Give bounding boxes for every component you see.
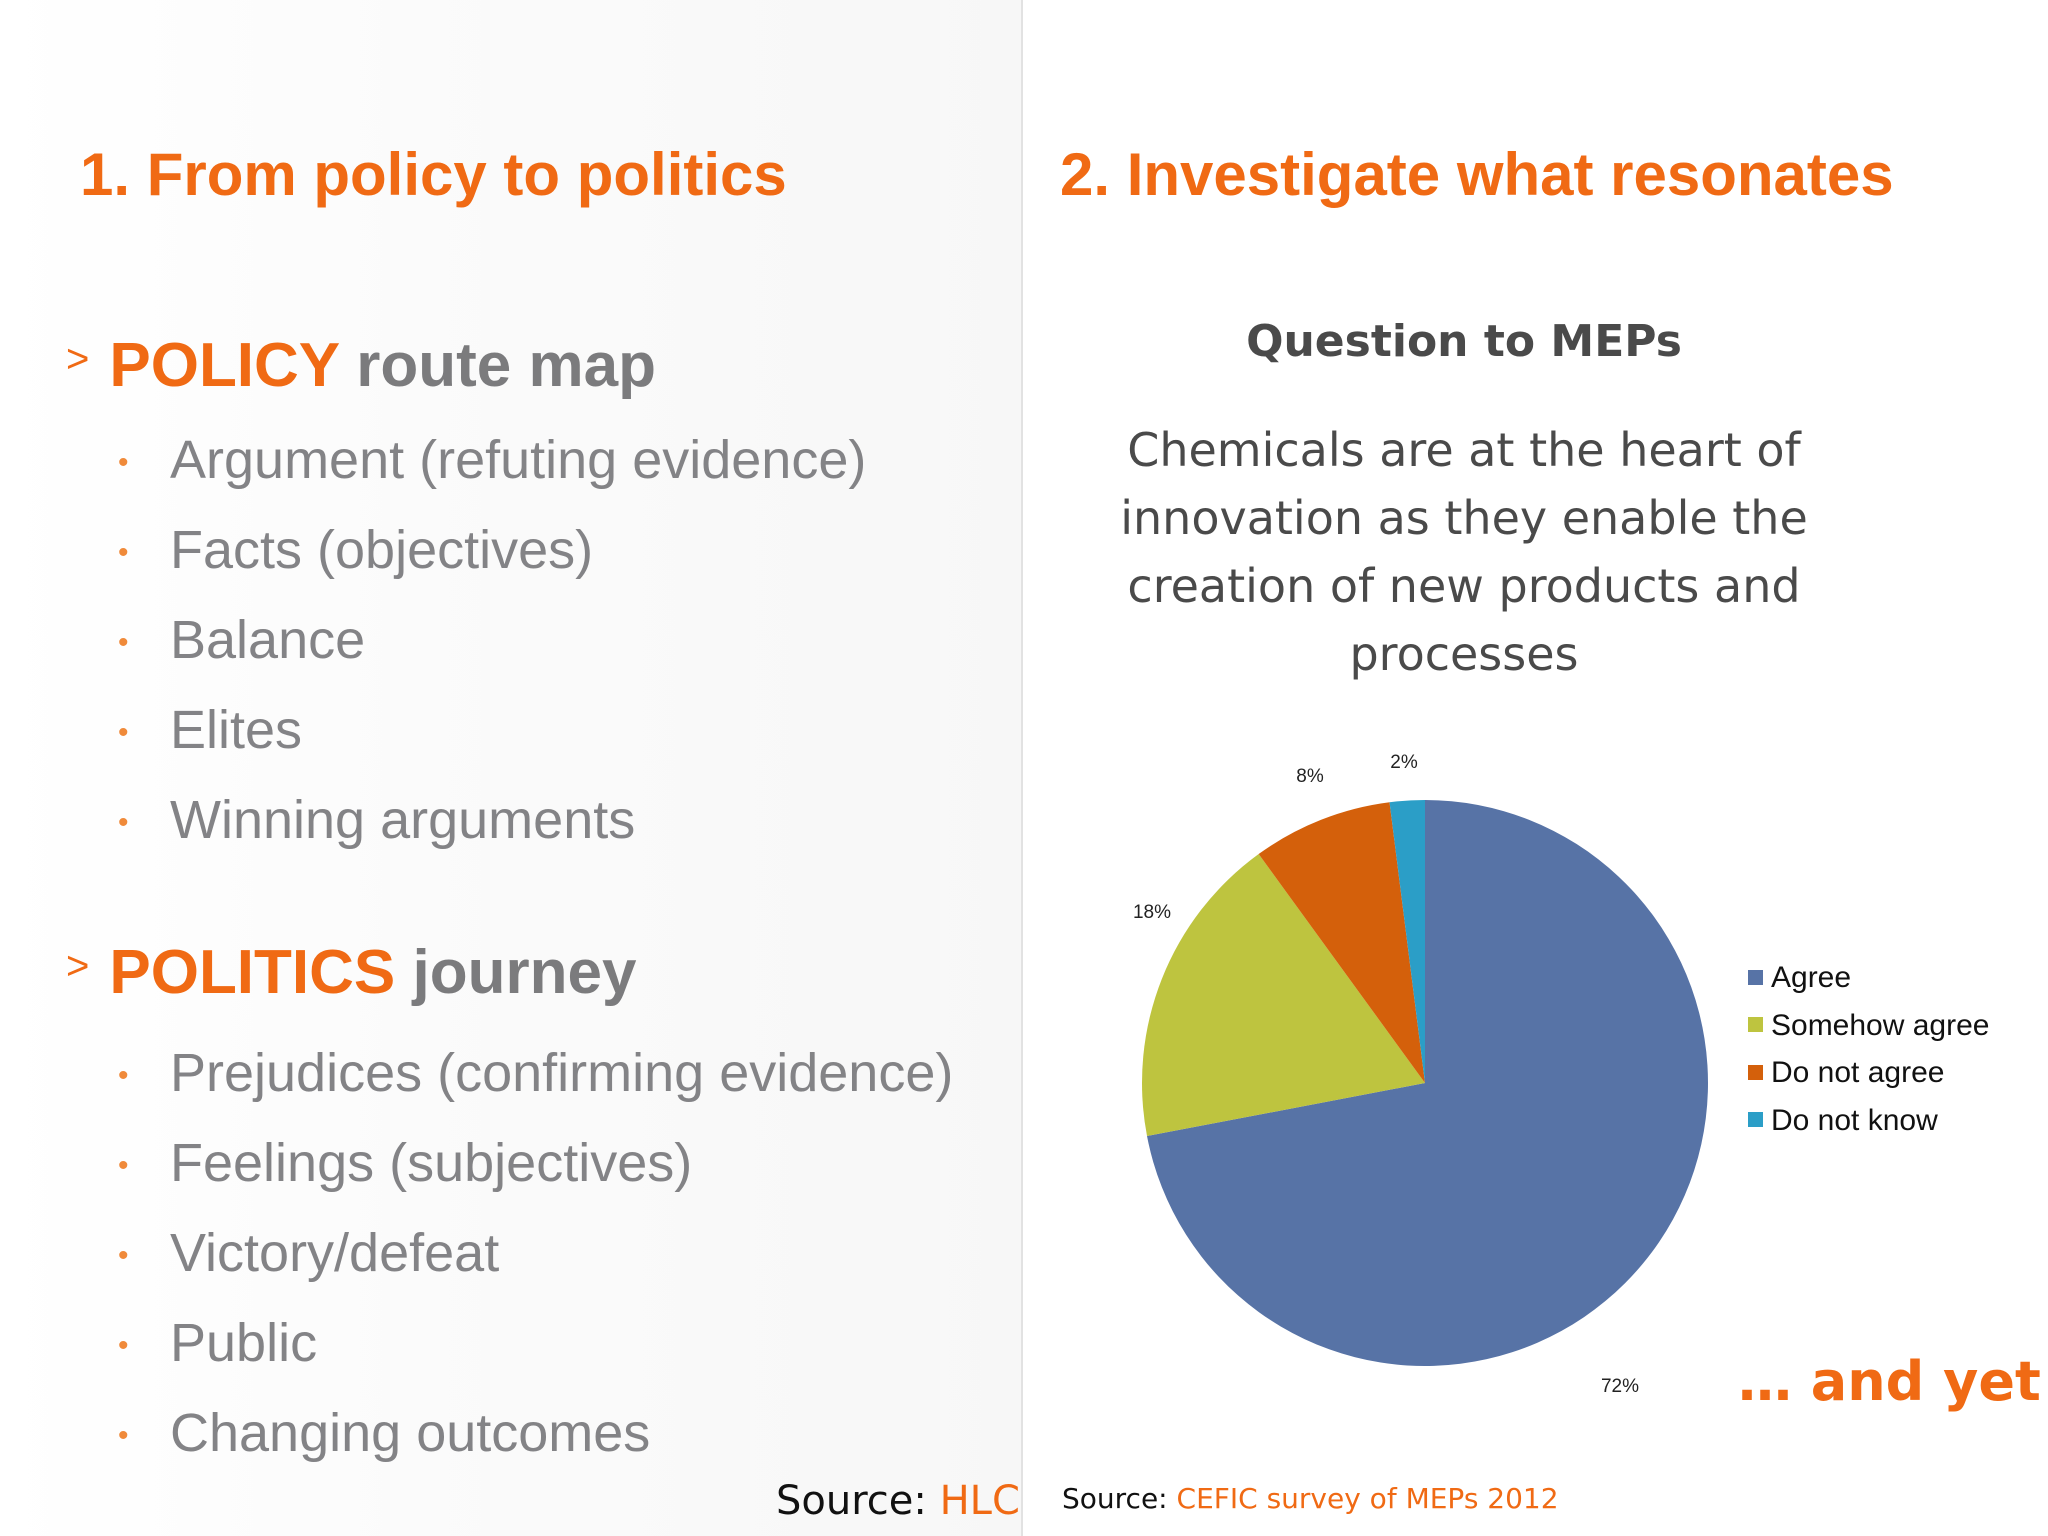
pie-data-label: 18% <box>1133 902 1171 923</box>
bullet-icon: • <box>118 1239 129 1272</box>
pie-data-label: 72% <box>1601 1376 1639 1397</box>
source-org: HLC <box>939 1478 1020 1524</box>
chevron-right-icon: > <box>66 944 90 988</box>
bullet-icon: • <box>118 1329 129 1362</box>
pie-chart: 72% 18% 8% 2% <box>1133 752 1708 1397</box>
list-item: • Elites <box>118 685 866 775</box>
chart-legend: Agree Somehow agree Do not agree Do not … <box>1748 958 1989 1148</box>
politics-bullet-list: • Prejudices (confirming evidence) • Feeli… <box>118 1028 953 1478</box>
pie-slice-agree <box>1147 800 1708 1366</box>
bullet-icon: • <box>118 1059 129 1092</box>
pie-slice-somehow-agree <box>1141 854 1425 1137</box>
legend-item: Agree <box>1748 958 1989 1006</box>
right-heading: 2. Investigate what resonates <box>1060 141 1894 208</box>
pie-slice-do-not-know <box>1389 800 1425 1083</box>
panel-divider <box>1021 0 1023 1536</box>
list-item-text: Victory/defeat <box>170 1223 500 1283</box>
legend-swatch <box>1748 969 1763 985</box>
question-text: Chemicals are at the heart of innovation… <box>1120 423 1808 681</box>
legend-swatch <box>1748 1064 1763 1080</box>
list-item-text: Changing outcomes <box>170 1403 651 1463</box>
source-prefix: Source: <box>776 1478 940 1524</box>
bullet-icon: • <box>118 1419 129 1452</box>
list-item-text: Balance <box>170 610 366 670</box>
list-item-text: Prejudices (confirming evidence) <box>170 1043 954 1103</box>
list-item-text: Public <box>170 1313 318 1373</box>
policy-section-title: > POLICY route map <box>66 330 656 401</box>
list-item-text: Elites <box>170 700 303 760</box>
list-item: • Balance <box>118 595 866 685</box>
list-item: • Victory/defeat <box>118 1208 953 1298</box>
list-item: • Prejudices (confirming evidence) <box>118 1028 953 1118</box>
policy-keyword: POLICY <box>109 331 340 400</box>
list-item: • Feelings (subjectives) <box>118 1118 953 1208</box>
policy-bullet-list: • Argument (refuting evidence) • Facts (ob… <box>118 415 866 865</box>
bullet-icon: • <box>118 446 129 479</box>
legend-item: Do not know <box>1748 1101 1989 1149</box>
legend-label: Do not agree <box>1771 1056 1945 1089</box>
list-item-text: Facts (objectives) <box>170 520 594 580</box>
question-title: Question to MEPs <box>1246 316 1682 367</box>
bullet-icon: • <box>118 626 129 659</box>
right-source-note: Source: CEFIC survey of MEPs 2012 <box>1062 1482 1559 1515</box>
left-source-note: Source: HLC <box>776 1478 1020 1524</box>
list-item: • Argument (refuting evidence) <box>118 415 866 505</box>
bullet-icon: • <box>118 536 129 569</box>
politics-keyword: POLITICS <box>109 938 396 1007</box>
source-org: CEFIC survey of MEPs 2012 <box>1176 1482 1559 1515</box>
list-item: • Facts (objectives) <box>118 505 866 595</box>
legend-label: Do not know <box>1771 1103 1938 1137</box>
politics-section-title: > POLITICS journey <box>66 937 636 1008</box>
list-item-text: Feelings (subjectives) <box>170 1133 693 1193</box>
list-item-text: Winning arguments <box>170 790 636 850</box>
legend-item: Somehow agree <box>1748 1006 1989 1054</box>
politics-title-rest: journey <box>395 938 637 1007</box>
legend-swatch <box>1748 1112 1763 1128</box>
list-item: • Public <box>118 1298 953 1388</box>
left-heading: 1. From policy to politics <box>80 141 787 208</box>
and-yet-callout: … and yet <box>1738 1350 2041 1413</box>
list-item-text: Argument (refuting evidence) <box>170 430 867 490</box>
pie-data-label: 8% <box>1296 766 1324 787</box>
legend-item: Do not agree <box>1748 1053 1989 1101</box>
pie-data-label: 2% <box>1390 752 1418 773</box>
bullet-icon: • <box>118 716 129 749</box>
pie-slice-do-not-agree <box>1258 802 1425 1083</box>
legend-label: Somehow agree <box>1771 1008 1990 1042</box>
bullet-icon: • <box>118 806 129 839</box>
list-item: • Winning arguments <box>118 775 866 865</box>
legend-label: Agree <box>1771 961 1852 994</box>
left-panel <box>0 0 1022 1536</box>
chevron-right-icon: > <box>66 337 90 381</box>
source-prefix: Source: <box>1062 1482 1177 1515</box>
policy-title-rest: route map <box>339 331 656 400</box>
bullet-icon: • <box>118 1149 129 1182</box>
list-item: • Changing outcomes <box>118 1388 953 1478</box>
legend-swatch <box>1748 1017 1763 1033</box>
